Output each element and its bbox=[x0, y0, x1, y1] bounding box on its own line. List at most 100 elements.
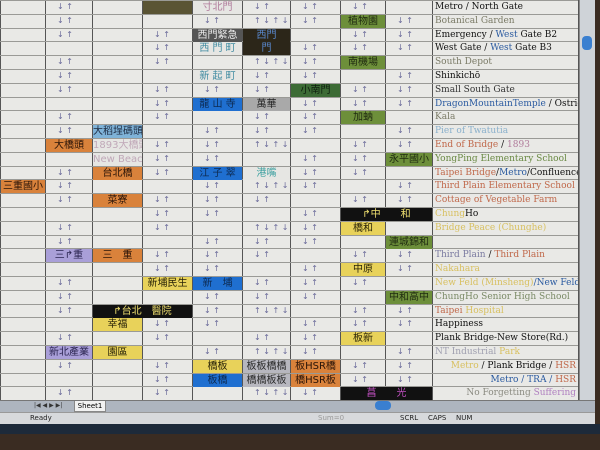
sheet-nav-buttons[interactable]: |◀ ◀ ▶ ▶| bbox=[34, 402, 63, 409]
station-english-label[interactable]: New Feld (Minsheng)/New Feld bbox=[433, 277, 578, 290]
label-segment: West bbox=[490, 43, 513, 53]
station-cell[interactable]: 龍 山 寺 bbox=[193, 98, 242, 111]
station-cell[interactable]: 板橋 bbox=[193, 374, 242, 387]
station-english-label[interactable]: Shinkichō bbox=[433, 70, 578, 83]
station-english-label[interactable]: YongPing Elementary School bbox=[433, 153, 578, 166]
column-divider bbox=[142, 0, 143, 400]
station-cell[interactable]: 新埔民生 bbox=[143, 277, 192, 290]
vertical-scrollbar[interactable] bbox=[579, 0, 595, 400]
station-cell[interactable]: 植物園 bbox=[341, 15, 385, 28]
station-cell[interactable]: 幸福 bbox=[93, 318, 142, 331]
horizontal-scroll-thumb[interactable] bbox=[375, 401, 391, 410]
station-cell[interactable]: 中原 bbox=[341, 263, 385, 276]
station-cell[interactable]: 橋和 bbox=[341, 222, 385, 235]
station-cell[interactable]: 加蚋 bbox=[341, 111, 385, 124]
station-english-label[interactable]: NT Industrial Park bbox=[433, 346, 578, 359]
sheet-tab-sheet1[interactable]: Sheet1 bbox=[74, 401, 106, 412]
direction-arrows-icon: ↓ ↑ bbox=[302, 333, 318, 342]
row-divider bbox=[0, 28, 578, 29]
station-cell[interactable]: 江 子 翠 bbox=[193, 167, 242, 180]
station-english-label[interactable] bbox=[433, 236, 578, 249]
station-cell[interactable]: 橋板 bbox=[193, 360, 242, 373]
station-english-label[interactable]: Metro / North Gate bbox=[433, 1, 578, 14]
station-cell[interactable]: 板板橋橋 bbox=[243, 360, 290, 373]
station-cell[interactable]: 新 埔 bbox=[193, 277, 242, 290]
station-english-label[interactable]: Kala bbox=[433, 111, 578, 124]
station-cell[interactable]: 小南門 bbox=[291, 84, 340, 97]
direction-arrows-icon: ↓ ↑ bbox=[57, 195, 73, 204]
direction-arrows-icon: ↓ ↑ bbox=[57, 126, 73, 135]
vertical-scroll-thumb[interactable] bbox=[582, 36, 592, 50]
direction-arrows-icon: ↓ ↑ bbox=[302, 43, 318, 52]
station-cell[interactable]: 新 起 町 bbox=[193, 70, 242, 83]
station-cell[interactable]: 園區 bbox=[93, 346, 142, 359]
direction-arrows-icon: ↓ ↑ bbox=[57, 292, 73, 301]
station-cell[interactable]: 菖 光 bbox=[341, 387, 432, 400]
station-english-label[interactable]: End of Bridge / 1893 bbox=[433, 139, 578, 152]
direction-arrows-icon: ↓ ↑ bbox=[302, 126, 318, 135]
station-english-label[interactable]: ChungHo bbox=[433, 208, 578, 221]
station-english-label[interactable]: Metro / TRA / HSR bbox=[433, 374, 578, 387]
station-cell[interactable]: 西門 bbox=[243, 29, 290, 42]
station-english-label[interactable]: ChungHo Senior High School bbox=[433, 291, 578, 304]
station-cell[interactable]: 連城錦和 bbox=[386, 236, 432, 249]
station-english-label[interactable]: Pier of Twatutia bbox=[433, 125, 578, 138]
station-cell[interactable]: 南機場 bbox=[341, 56, 385, 69]
direction-arrows-icon: ↓ ↑ bbox=[302, 16, 318, 25]
station-cell[interactable]: ↱台北 醫院 bbox=[93, 305, 192, 318]
label-segment: West bbox=[495, 30, 518, 40]
station-english-label[interactable]: Third Plain / Third Plain bbox=[433, 249, 578, 262]
station-cell[interactable]: 港嘴 bbox=[243, 167, 290, 180]
station-cell[interactable]: 寸北門 bbox=[193, 1, 242, 14]
label-segment: Third Plain bbox=[435, 250, 486, 260]
station-cell[interactable]: 永平國小 bbox=[386, 153, 432, 166]
station-cell[interactable]: 1893大橋頭 bbox=[93, 139, 142, 152]
row-divider bbox=[0, 290, 578, 291]
direction-arrows-icon: ↓ ↑ bbox=[352, 168, 368, 177]
station-cell[interactable] bbox=[143, 1, 192, 14]
station-english-label[interactable]: South Depot bbox=[433, 56, 578, 69]
station-cell[interactable]: 板HSR橋 bbox=[291, 360, 340, 373]
label-segment: Plank Bridge-New Store(Rd.) bbox=[435, 333, 569, 343]
station-english-label[interactable]: Small South Gate bbox=[433, 84, 578, 97]
station-cell[interactable]: 西門緊急 bbox=[193, 29, 242, 42]
direction-arrows-icon: ↓ ↑ bbox=[397, 140, 413, 149]
station-english-label[interactable]: Third Plain Elementary School bbox=[433, 180, 578, 193]
station-cell[interactable]: 橋橋板板 bbox=[243, 374, 290, 387]
station-english-label[interactable]: Botanical Garden bbox=[433, 15, 578, 28]
station-english-label[interactable]: Bridge Peace (Chunghe) bbox=[433, 222, 578, 235]
station-cell[interactable]: 萬華 bbox=[243, 98, 290, 111]
label-segment: New Feld (Minsheng) bbox=[435, 278, 534, 288]
station-cell[interactable]: 三↱重 bbox=[46, 249, 92, 262]
station-english-label[interactable]: Cottage of Vegetable Farm bbox=[433, 194, 578, 207]
label-segment: Gate B3 bbox=[512, 43, 552, 53]
station-english-label[interactable]: Nakahara bbox=[433, 263, 578, 276]
station-cell[interactable]: 大橋頭 bbox=[46, 139, 92, 152]
station-cell[interactable]: 台北橋 bbox=[93, 167, 142, 180]
row-divider bbox=[0, 83, 578, 84]
station-cell[interactable]: 中和高中 bbox=[386, 291, 432, 304]
station-cell[interactable]: 菜寮 bbox=[93, 194, 142, 207]
station-english-label[interactable]: Metro / Plank Bridge / HSR bbox=[433, 360, 578, 373]
station-cell[interactable]: ↱中 和 bbox=[341, 208, 432, 221]
station-cell[interactable]: 門 bbox=[243, 42, 290, 55]
station-cell[interactable]: 橋HSR板 bbox=[291, 374, 340, 387]
direction-arrows-icon: ↓ ↑ bbox=[154, 168, 170, 177]
spreadsheet-grid[interactable]: 寸北門植物園西門緊急 西門西 門 町門南機場新 起 町小南門龍 山 寺萬華加蚋大稻… bbox=[0, 0, 595, 400]
station-cell[interactable]: 西 門 町 bbox=[193, 42, 242, 55]
station-english-label[interactable]: Taipei Bridge/Metro/Confluence bbox=[433, 167, 578, 180]
station-cell[interactable]: 大稻埕碼頭 bbox=[93, 125, 142, 138]
station-english-label[interactable]: Emergency / West Gate B2 bbox=[433, 29, 578, 42]
station-english-label[interactable]: No Forgetting Suffering bbox=[433, 387, 578, 400]
station-english-label[interactable]: DragonMountainTemple / OstriggerCanoe bbox=[433, 98, 578, 111]
station-cell[interactable]: 三重國小 bbox=[1, 180, 45, 193]
station-english-label[interactable]: West Gate / West Gate B3 bbox=[433, 42, 578, 55]
label-segment: Botanical Garden bbox=[435, 16, 515, 26]
station-cell[interactable]: 三 重 bbox=[93, 249, 142, 262]
station-english-label[interactable]: Plank Bridge-New Store(Rd.) bbox=[433, 332, 578, 345]
station-cell[interactable]: 板新 bbox=[341, 332, 385, 345]
station-english-label[interactable]: Taipei Hospital bbox=[433, 305, 578, 318]
station-cell[interactable]: New Beach bbox=[93, 153, 142, 166]
station-english-label[interactable]: Happiness bbox=[433, 318, 578, 331]
station-cell[interactable]: 新北產業 bbox=[46, 346, 92, 359]
